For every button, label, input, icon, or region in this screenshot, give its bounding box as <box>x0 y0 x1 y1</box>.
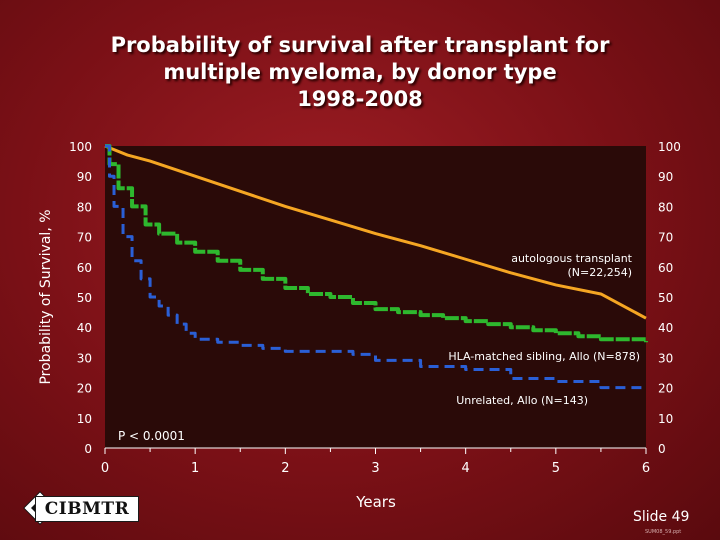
title-line-2: multiple myeloma, by donor type <box>163 60 557 84</box>
y-tick-label-right-9: 90 <box>658 170 673 184</box>
y-tick-label-right-7: 70 <box>658 231 673 245</box>
chart-title: Probability of survival after transplant… <box>0 32 720 113</box>
series-line-0 <box>104 144 647 320</box>
y-tick-label-left-5: 50 <box>77 291 92 305</box>
series-label-sibling: HLA-matched sibling, Allo (N=878) <box>448 350 640 363</box>
y-tick-label-left-0: 0 <box>84 442 92 456</box>
y-tick-label-right-2: 20 <box>658 382 673 396</box>
x-tick-label-1: 1 <box>191 461 199 476</box>
y-tick-label-left-2: 20 <box>77 382 92 396</box>
y-tick-label-left-9: 90 <box>77 170 92 184</box>
y-tick-label-right-6: 60 <box>658 261 673 275</box>
x-tick-label-3: 3 <box>371 461 379 476</box>
x-tick-label-0: 0 <box>101 461 109 476</box>
slide-file-code: SUM08_59.ppt <box>645 529 682 535</box>
x-tick-label-2: 2 <box>281 461 289 476</box>
y-tick-label-left-8: 80 <box>77 200 92 214</box>
series-label-autologous-line2: (N=22,254) <box>567 266 632 279</box>
title-line-1: Probability of survival after transplant… <box>110 33 610 57</box>
series-line-1 <box>105 144 648 343</box>
y-tick-label-right-1: 10 <box>658 412 673 426</box>
y-tick-label-left-7: 70 <box>77 231 92 245</box>
y-tick-label-right-4: 40 <box>658 321 673 335</box>
y-tick-label-left-4: 40 <box>77 321 92 335</box>
y-tick-label-right-10: 100 <box>658 140 681 154</box>
series-label-autologous-line1: autologous transplant <box>511 252 632 265</box>
x-tick-label-4: 4 <box>462 461 470 476</box>
slide-number: Slide 49 <box>633 509 690 525</box>
cibmtr-logo-text: CIBMTR <box>35 496 139 522</box>
x-tick-label-6: 6 <box>642 461 650 476</box>
p-value-annotation: P < 0.0001 <box>118 429 185 443</box>
y-tick-label-right-5: 50 <box>658 291 673 305</box>
y-tick-label-right-0: 0 <box>658 442 666 456</box>
y-tick-label-left-10: 100 <box>69 140 92 154</box>
y-axis-label: Probability of Survival, % <box>38 209 54 384</box>
y-tick-label-left-6: 60 <box>77 261 92 275</box>
x-axis-label: Years <box>355 493 396 511</box>
y-tick-label-right-8: 80 <box>658 200 673 214</box>
x-tick-label-5: 5 <box>552 461 560 476</box>
y-tick-label-right-3: 30 <box>658 351 673 365</box>
y-tick-label-left-3: 30 <box>77 351 92 365</box>
series-label-unrelated: Unrelated, Allo (N=143) <box>456 394 588 407</box>
series-line-2 <box>105 144 646 390</box>
y-tick-label-left-1: 10 <box>77 412 92 426</box>
plot-area <box>105 146 646 448</box>
title-line-3: 1998-2008 <box>297 87 423 111</box>
